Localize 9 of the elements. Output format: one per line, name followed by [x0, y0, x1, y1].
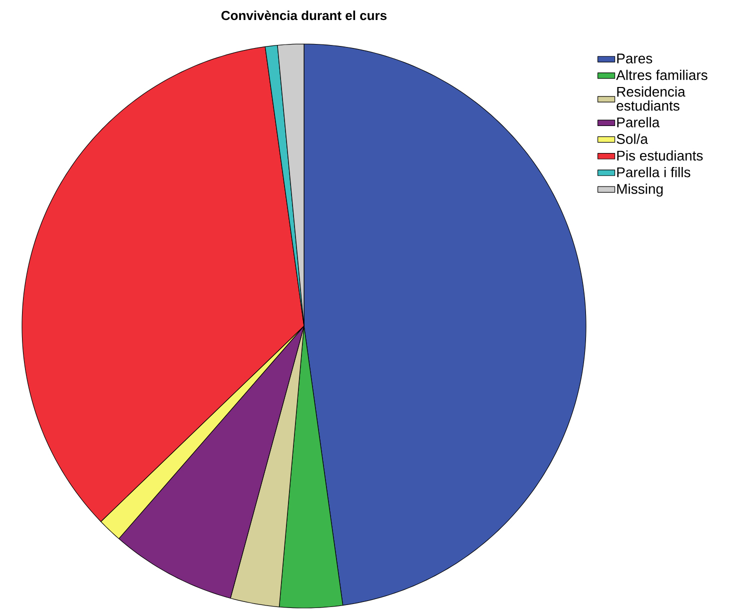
legend-label: Missing: [617, 184, 663, 197]
legend-label: Pis estudiants: [617, 150, 703, 161]
legend-label: Parella: [617, 117, 660, 128]
legend-label: Altres familiars: [616, 70, 708, 80]
chart-title: Convivència durant el curs: [221, 10, 387, 20]
legend-label: Sol/a: [616, 134, 648, 144]
legend-label: Pares: [617, 54, 652, 64]
legend-label: Parella i fills: [617, 166, 690, 178]
legend-label: Residencia estudiants: [616, 86, 686, 111]
